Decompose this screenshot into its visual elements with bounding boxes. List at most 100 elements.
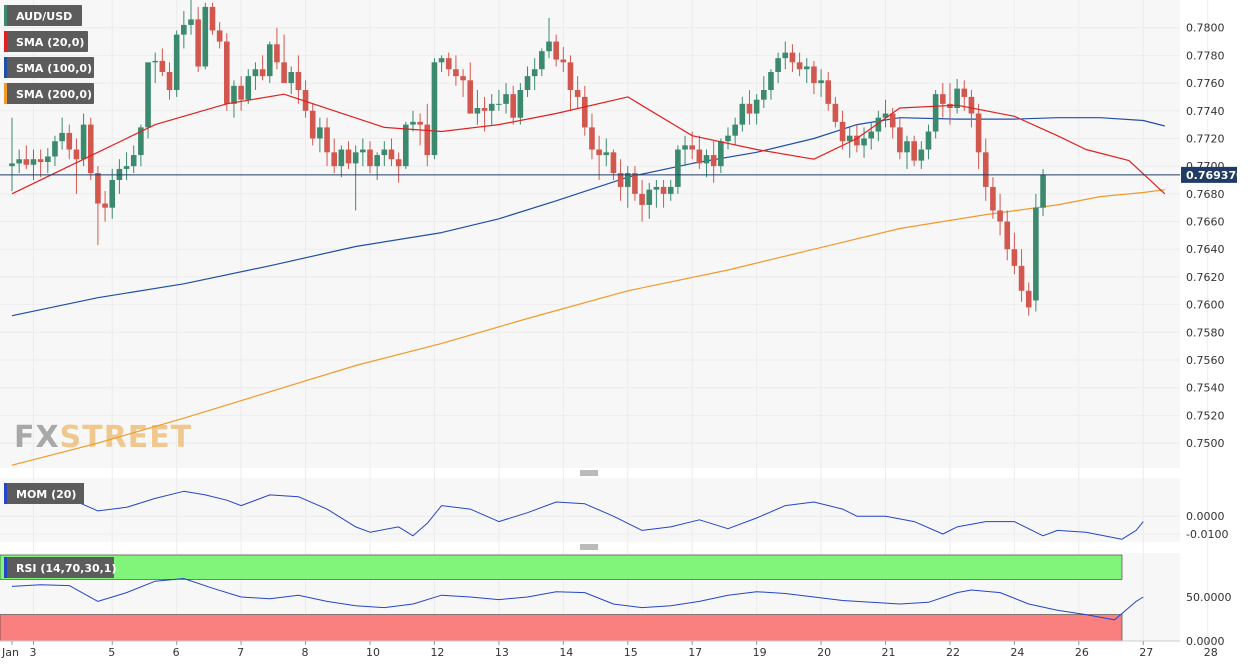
candle-up xyxy=(646,182,653,219)
candle-body xyxy=(481,108,488,111)
candle-up xyxy=(59,117,65,150)
candle-down xyxy=(274,27,280,70)
candle-up xyxy=(675,145,681,194)
mom-y-axis: 0.0000 -0.0100 xyxy=(1186,510,1228,541)
candle-body xyxy=(1025,290,1032,308)
mom-legend-label: MOM (20) xyxy=(16,488,76,501)
candle-body xyxy=(524,76,531,90)
candle-down xyxy=(796,52,803,77)
candle-up xyxy=(431,58,438,160)
candle-body xyxy=(875,117,882,132)
x-tick-label: 13 xyxy=(495,646,509,659)
candle-body xyxy=(789,52,796,63)
y-tick-label: 0.7560 xyxy=(1186,354,1225,367)
watermark-street: STREET xyxy=(60,420,193,455)
rsi-series xyxy=(11,578,1144,621)
candle-down xyxy=(302,80,309,118)
last-price-tag: 0.769370 xyxy=(1181,166,1244,183)
candle-body xyxy=(725,135,731,142)
candle-body xyxy=(911,141,917,161)
candle-body xyxy=(37,159,44,162)
candlestick-series xyxy=(9,0,1046,316)
mom-legend-bg xyxy=(4,483,84,504)
candle-body xyxy=(209,6,216,31)
candle-body xyxy=(610,152,617,174)
candle-up xyxy=(782,41,789,70)
y-tick-label: 0.7580 xyxy=(1186,326,1225,339)
candle-body xyxy=(245,76,252,100)
legend-swatch xyxy=(4,57,7,78)
mom-panel-background xyxy=(0,478,1180,542)
candle-up xyxy=(703,149,710,178)
x-tick-label: 24 xyxy=(1010,646,1024,659)
sma20-line xyxy=(11,93,1166,195)
candle-down xyxy=(990,177,996,219)
candle-body xyxy=(567,62,574,90)
candle-down xyxy=(574,76,581,108)
candle-up xyxy=(667,180,674,201)
candle-up xyxy=(352,145,359,211)
candle-body xyxy=(889,113,896,128)
candle-body xyxy=(582,96,588,128)
candle-down xyxy=(961,80,968,111)
panel-divider-grip-1[interactable] xyxy=(579,469,599,477)
candle-body xyxy=(682,145,688,150)
candle-body xyxy=(403,124,409,167)
mom-legend: MOM (20) xyxy=(4,483,84,504)
candle-down xyxy=(37,149,44,178)
candle-up xyxy=(152,52,158,84)
candle-body xyxy=(897,127,903,153)
candle-down xyxy=(216,22,223,49)
rsi-line xyxy=(11,578,1144,621)
candle-body xyxy=(982,152,989,187)
candle-down xyxy=(87,117,94,180)
candle-up xyxy=(718,138,724,174)
y-tick-label: 0.7620 xyxy=(1186,271,1225,284)
candle-down xyxy=(632,166,638,201)
y-tick-label: 0.7500 xyxy=(1186,437,1225,450)
candle-body xyxy=(997,210,1003,222)
candle-body xyxy=(1004,221,1011,250)
x-tick-label: 21 xyxy=(882,646,896,659)
candle-down xyxy=(388,138,395,167)
candle-body xyxy=(324,127,330,153)
x-tick-label: 28 xyxy=(1204,646,1218,659)
candle-body xyxy=(1011,249,1018,266)
candle-up xyxy=(753,94,760,125)
candle-body xyxy=(510,94,516,118)
candle-up xyxy=(9,117,15,192)
y-tick-label: 0.7660 xyxy=(1186,216,1225,229)
candle-down xyxy=(23,145,30,169)
last-price-tag-label: 0.769370 xyxy=(1186,169,1244,182)
candle-body xyxy=(710,155,717,167)
y-tick-label: 0.7780 xyxy=(1186,49,1225,62)
rsi-overbought-zone xyxy=(0,554,1123,580)
rsi-legend-label: RSI (14,70,30,1) xyxy=(16,562,116,575)
candle-body xyxy=(954,88,960,108)
candle-body xyxy=(803,66,810,70)
main-panel-background xyxy=(0,0,1180,468)
grid-lines xyxy=(0,0,1209,641)
candle-body xyxy=(352,152,359,164)
candle-body xyxy=(940,94,946,104)
candle-down xyxy=(582,85,588,136)
candle-body xyxy=(309,110,316,139)
legend-bg xyxy=(4,31,88,52)
candle-up xyxy=(52,135,58,167)
panel-divider-grip-2[interactable] xyxy=(579,543,599,551)
candle-body xyxy=(73,149,80,160)
candle-up xyxy=(904,135,910,169)
candle-body xyxy=(431,62,438,156)
x-tick-label: 20 xyxy=(817,646,831,659)
candle-body xyxy=(388,149,395,160)
candle-down xyxy=(195,6,201,72)
candle-body xyxy=(517,90,524,118)
candle-up xyxy=(266,41,273,84)
candle-down xyxy=(639,180,645,222)
main-y-axis: 0.7500 0.7520 0.7540 0.7560 0.7580 0.7600 0.76… xyxy=(1186,22,1225,450)
candle-up xyxy=(403,121,409,169)
legend-swatch xyxy=(4,31,7,52)
candle-body xyxy=(990,186,996,211)
candle-body xyxy=(768,72,774,90)
x-tick-label: 19 xyxy=(753,646,767,659)
